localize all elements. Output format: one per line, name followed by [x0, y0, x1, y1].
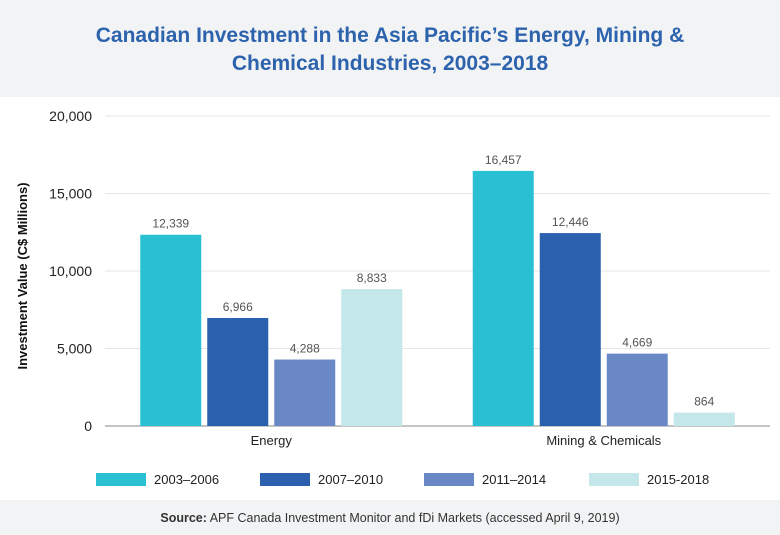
data-label: 16,457: [485, 153, 522, 167]
bar: [341, 289, 403, 426]
x-tick-label: Mining & Chemicals: [546, 433, 661, 448]
legend-swatch: [96, 473, 146, 486]
data-label: 6,966: [223, 300, 253, 314]
footer-band: [0, 500, 780, 535]
data-label: 12,446: [552, 215, 589, 229]
y-tick-label: 10,000: [49, 263, 92, 279]
x-tick-label: Energy: [251, 433, 293, 448]
chart-title-line-1: Canadian Investment in the Asia Pacific’…: [95, 24, 685, 47]
bar-chart: 0 5,000 10,000 15,000 20,000 Investment Value…: [15, 108, 770, 448]
data-label: 4,288: [290, 342, 320, 356]
legend-label: 2011–2014: [482, 472, 547, 487]
bar: [539, 233, 601, 426]
legend-swatch: [260, 473, 310, 486]
data-label: 4,669: [622, 336, 652, 350]
legend-label: 2015-2018: [647, 472, 710, 487]
legend-swatch: [424, 473, 474, 486]
chart-legend: 2003–2006 2007–2010 2011–2014 2015-2018: [0, 470, 780, 490]
title-band: [0, 0, 780, 97]
bar: [606, 353, 668, 426]
y-tick-label: 20,000: [49, 108, 92, 124]
data-label: 864: [694, 395, 714, 409]
y-tick-label: 5,000: [57, 341, 92, 357]
y-tick-label: 0: [84, 418, 92, 434]
legend-label: 2003–2006: [154, 472, 220, 487]
bar: [207, 318, 269, 426]
source-label: Source:: [160, 511, 207, 525]
legend-swatch: [589, 473, 639, 486]
y-axis-title: Investment Value (C$ Millions): [15, 182, 30, 369]
bar: [472, 170, 534, 426]
chart-title: Canadian Investment in the Asia Pacific’…: [40, 22, 740, 78]
bar: [673, 412, 735, 426]
y-tick-label: 15,000: [49, 186, 92, 202]
data-label: 12,339: [152, 217, 189, 231]
chart-title-line-2: Chemical Industries, 2003–2018: [231, 52, 549, 75]
source-text: APF Canada Investment Monitor and fDi Ma…: [206, 511, 620, 525]
bar: [274, 359, 336, 426]
legend-label: 2007–2010: [318, 472, 384, 487]
bar: [140, 234, 202, 426]
data-label: 8,833: [357, 271, 387, 285]
source-note: Source: APF Canada Investment Monitor an…: [0, 511, 780, 525]
